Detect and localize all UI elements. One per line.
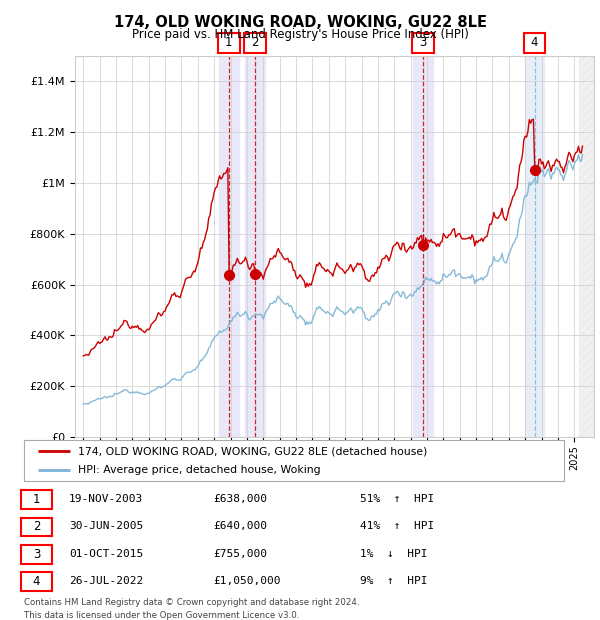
Text: 1: 1: [33, 494, 40, 506]
Text: 1: 1: [225, 37, 232, 49]
Bar: [579, 56, 594, 437]
Text: 2: 2: [251, 37, 259, 49]
Text: This data is licensed under the Open Government Licence v3.0.: This data is licensed under the Open Gov…: [24, 611, 299, 620]
Text: Price paid vs. HM Land Registry's House Price Index (HPI): Price paid vs. HM Land Registry's House …: [131, 28, 469, 41]
Bar: [245, 56, 265, 437]
Text: £640,000: £640,000: [213, 521, 267, 531]
Text: 174, OLD WOKING ROAD, WOKING, GU22 8LE (detached house): 174, OLD WOKING ROAD, WOKING, GU22 8LE (…: [78, 446, 427, 456]
Text: HPI: Average price, detached house, Woking: HPI: Average price, detached house, Woki…: [78, 464, 320, 475]
Text: 01-OCT-2015: 01-OCT-2015: [69, 549, 143, 559]
Text: 30-JUN-2005: 30-JUN-2005: [69, 521, 143, 531]
Text: 2: 2: [33, 521, 40, 533]
Text: 1%  ↓  HPI: 1% ↓ HPI: [360, 549, 427, 559]
Text: 41%  ↑  HPI: 41% ↑ HPI: [360, 521, 434, 531]
Bar: [525, 56, 544, 437]
Text: 51%  ↑  HPI: 51% ↑ HPI: [360, 494, 434, 504]
Text: Contains HM Land Registry data © Crown copyright and database right 2024.: Contains HM Land Registry data © Crown c…: [24, 598, 359, 607]
Text: 4: 4: [531, 37, 538, 49]
Text: 3: 3: [419, 37, 427, 49]
Text: 26-JUL-2022: 26-JUL-2022: [69, 576, 143, 586]
Text: 3: 3: [33, 548, 40, 560]
Text: 4: 4: [33, 575, 40, 588]
Text: 174, OLD WOKING ROAD, WOKING, GU22 8LE: 174, OLD WOKING ROAD, WOKING, GU22 8LE: [113, 15, 487, 30]
Text: 9%  ↑  HPI: 9% ↑ HPI: [360, 576, 427, 586]
Text: £755,000: £755,000: [213, 549, 267, 559]
Bar: [413, 56, 433, 437]
Text: 19-NOV-2003: 19-NOV-2003: [69, 494, 143, 504]
Text: £1,050,000: £1,050,000: [213, 576, 281, 586]
Bar: [219, 56, 239, 437]
Text: £638,000: £638,000: [213, 494, 267, 504]
